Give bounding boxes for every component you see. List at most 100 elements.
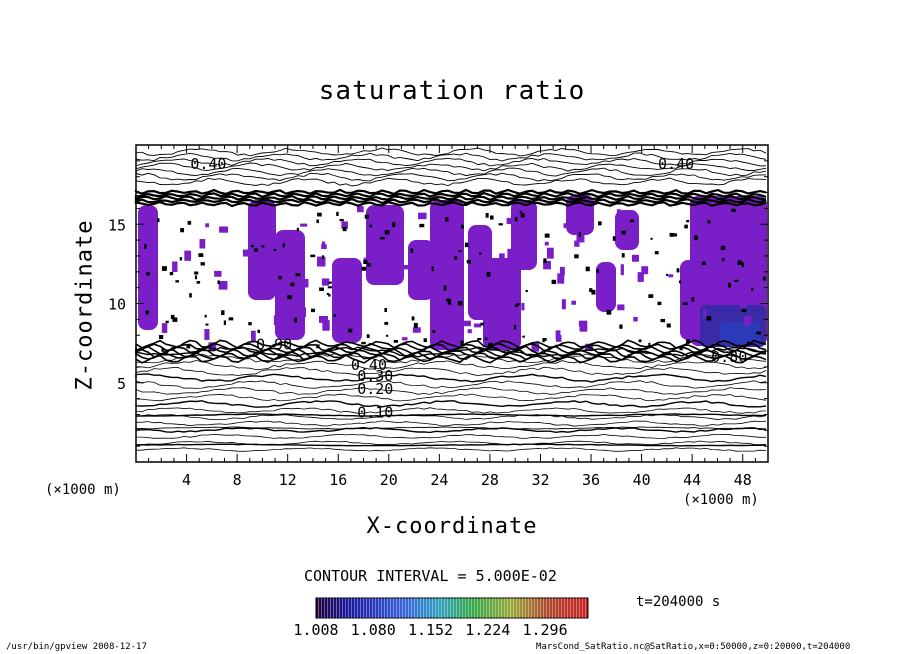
contour-fragment: [342, 226, 347, 232]
contour-line: [135, 380, 767, 389]
contour-fragment: [479, 252, 482, 255]
colorbar-tick-label: 1.080: [350, 621, 396, 639]
contour-line: [135, 407, 767, 414]
contour-line: [135, 420, 767, 427]
contour-fragment: [250, 244, 255, 248]
supersaturation-speck: [559, 266, 565, 276]
contour-fragment: [654, 251, 659, 255]
contour-fragment: [158, 335, 164, 340]
supersaturation-speck: [473, 323, 482, 328]
supersaturation-speck: [184, 250, 192, 261]
contour-fragment: [384, 308, 387, 312]
contour-fragment: [310, 308, 316, 313]
contour-line: [135, 345, 767, 355]
contour-fragment: [460, 340, 464, 346]
contour-fragment: [606, 309, 612, 315]
contour-fragment: [179, 257, 183, 261]
contour-fragment: [648, 294, 654, 298]
colorbar-stripes: [316, 598, 588, 618]
supersaturation-speck: [341, 221, 348, 229]
colorbar-tick-label: 1.224: [465, 621, 511, 639]
contour-interval-text: CONTOUR INTERVAL = 5.000E-02: [304, 567, 557, 585]
supersaturation-core: [720, 322, 760, 344]
contour-line: [134, 200, 767, 208]
contour-fragment: [410, 248, 414, 253]
contour-fragment: [391, 222, 396, 228]
contour-fragment: [477, 337, 482, 341]
y-unit-label: (×1000 m): [45, 482, 121, 498]
supersaturation-speck: [321, 241, 326, 246]
supersaturation-speck: [301, 278, 309, 288]
contour-fragment: [678, 280, 682, 284]
supersaturation-region: [430, 200, 464, 350]
contour-fragment: [453, 256, 457, 260]
supersaturation-speck: [214, 270, 222, 277]
contour-fragment: [367, 263, 371, 267]
x-axis-label: X-coordinate: [366, 514, 538, 539]
contour-label: 0.30: [357, 367, 393, 385]
supersaturation-speck: [219, 226, 229, 233]
contour-fragment: [522, 335, 525, 338]
x-tick-label: 16: [329, 471, 347, 489]
supersaturation-region: [248, 200, 276, 300]
contour-fragment: [319, 287, 324, 291]
contour-fragment: [447, 300, 452, 305]
contour-fragment: [685, 339, 691, 344]
contour-line: [135, 360, 767, 371]
contour-fragment: [741, 262, 745, 268]
supersaturation-speck: [318, 315, 328, 323]
contour-fragment: [619, 324, 623, 329]
supersaturation-region: [332, 258, 362, 343]
contour-fragment: [261, 245, 265, 248]
contour-fragment: [733, 279, 739, 282]
contour-line: [135, 353, 767, 364]
contour-fragment: [228, 317, 234, 321]
contour-fragment: [694, 235, 698, 241]
contour-fragment: [466, 259, 472, 264]
supersaturation-speck: [574, 240, 580, 247]
contour-fragment: [339, 219, 344, 222]
footer-right: MarsCond_SatRatio.nc@SatRatio,x=0:50000,…: [536, 642, 851, 652]
supersaturation-speck: [283, 239, 291, 251]
contour-fragment: [756, 331, 761, 335]
contour-fragment: [638, 339, 642, 343]
contour-fragment: [278, 275, 282, 280]
contour-fragment: [676, 268, 680, 273]
supersaturation-region: [483, 258, 521, 350]
contour-fragment: [706, 316, 712, 321]
supersaturation-speck: [300, 223, 308, 227]
supersaturation-speck: [218, 281, 228, 290]
contour-fragment: [172, 317, 178, 322]
contour-fragment: [296, 227, 299, 232]
contour-fragment: [514, 304, 519, 307]
supersaturation-speck: [617, 304, 625, 311]
supersaturation-speck: [700, 269, 704, 279]
contour-fragment: [458, 250, 462, 253]
supersaturation-speck: [557, 273, 565, 284]
contour-fragment: [578, 232, 581, 237]
contour-fragment: [591, 289, 596, 295]
contour-fragment: [293, 317, 298, 323]
y-tick-label: 15: [108, 216, 126, 234]
supersaturation-region: [596, 262, 616, 312]
contour-label: 0.40: [658, 155, 694, 173]
footer-left: /usr/bin/gpview 2008-12-17: [6, 642, 147, 652]
contour-fragment: [287, 295, 292, 300]
supersaturation-speck: [273, 315, 283, 326]
contour-fragment: [650, 237, 653, 240]
contour-line: [135, 354, 767, 364]
contour-fragment: [328, 281, 332, 284]
supersaturation-speck: [412, 327, 421, 333]
contour-fragment: [316, 344, 320, 349]
contour-line: [135, 177, 767, 187]
contour-fragment: [543, 258, 547, 264]
contour-line: [135, 386, 767, 395]
contour-label: 0.40: [190, 155, 226, 173]
supersaturation-speck: [295, 253, 302, 261]
contour-fragment: [165, 320, 169, 323]
supersaturation-speck: [321, 244, 327, 250]
supersaturation-speck: [205, 223, 209, 228]
contour-fragment: [513, 324, 517, 330]
contour-fragment: [682, 302, 688, 306]
contour-fragment: [596, 269, 600, 273]
